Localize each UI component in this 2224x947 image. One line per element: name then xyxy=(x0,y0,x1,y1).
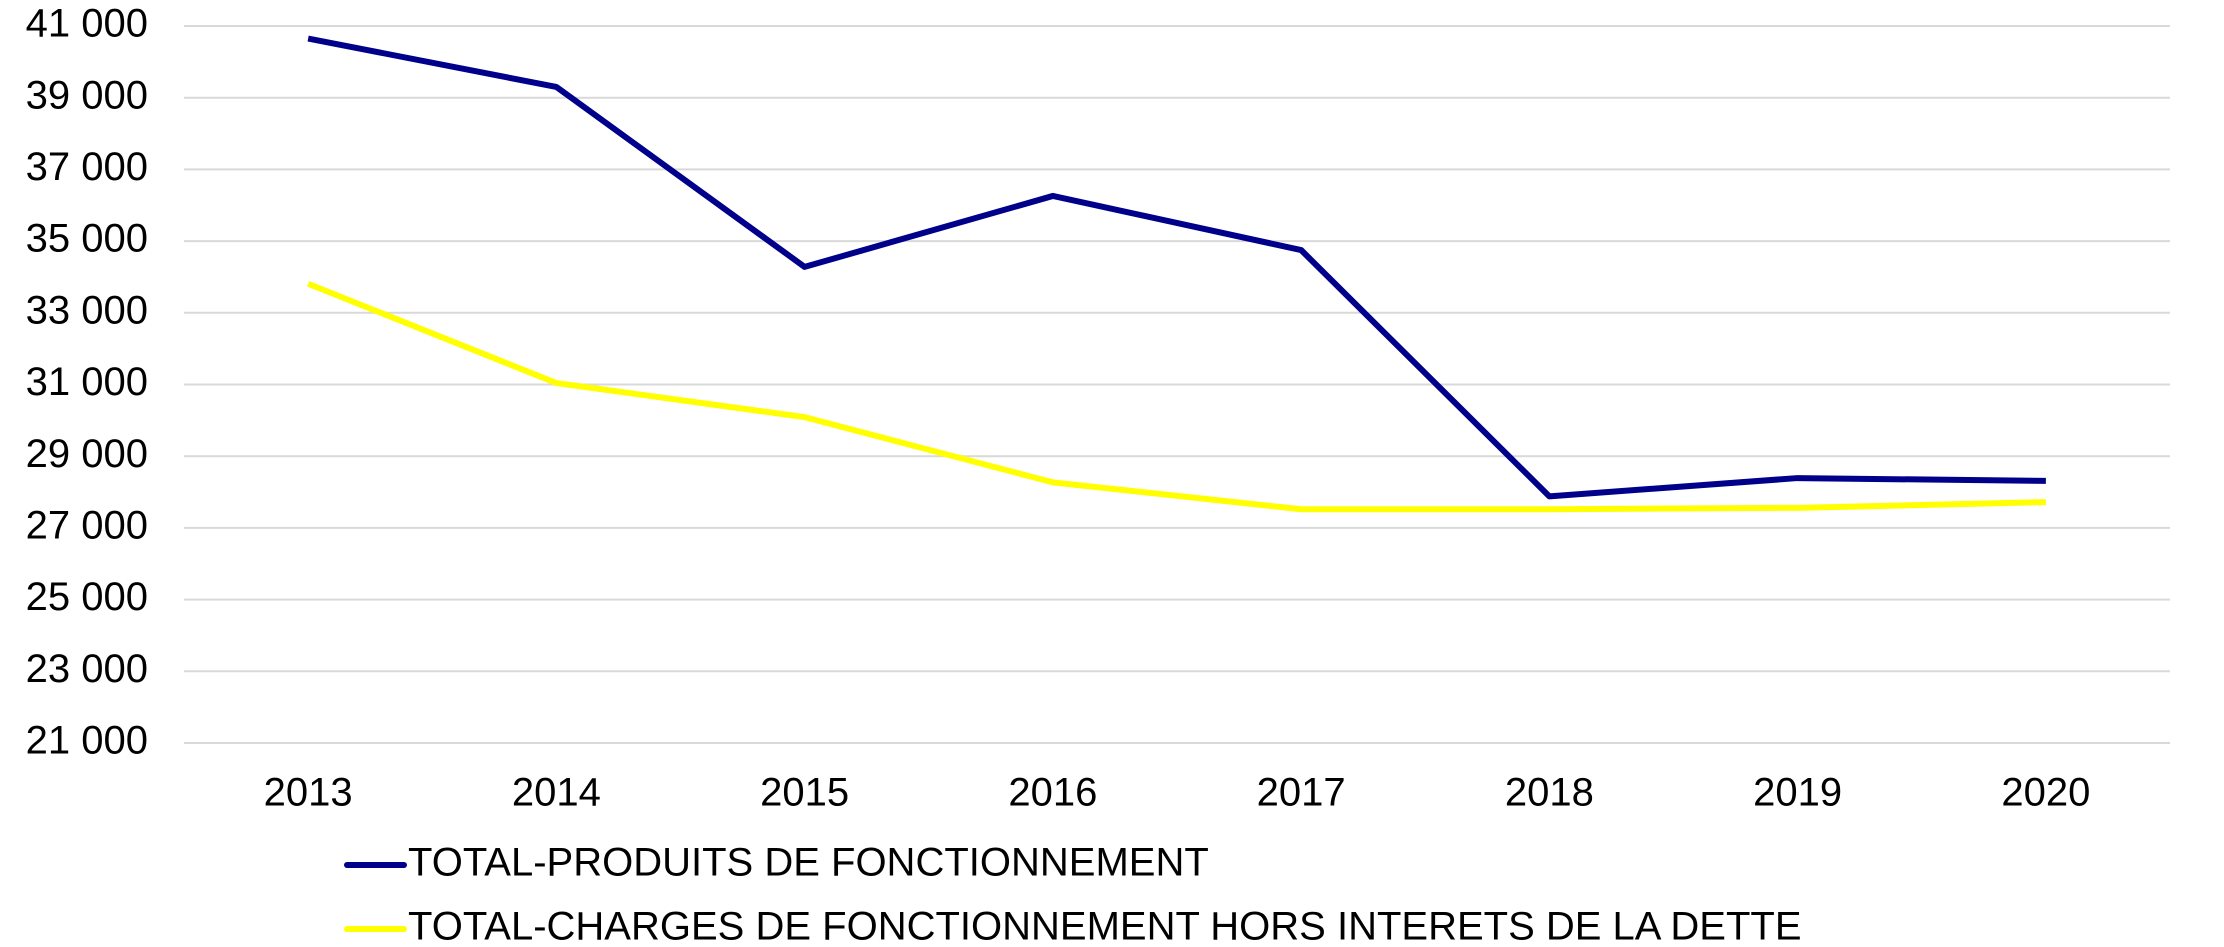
x-tick-label: 2020 xyxy=(2001,771,2090,815)
series-line xyxy=(307,35,2046,500)
y-tick-label: 33 000 xyxy=(26,288,148,332)
series-line xyxy=(307,280,2046,513)
x-tick-label: 2016 xyxy=(1008,771,1097,815)
legend-label: TOTAL-CHARGES DE FONCTIONNEMENT HORS INT… xyxy=(408,905,1802,947)
x-tick-label: 2018 xyxy=(1505,771,1594,815)
y-tick-label: 37 000 xyxy=(26,145,148,189)
y-tick-label: 35 000 xyxy=(26,217,148,261)
y-tick-label: 41 000 xyxy=(26,2,148,46)
y-tick-label: 25 000 xyxy=(26,575,148,619)
x-tick-label: 2013 xyxy=(264,771,353,815)
y-tick-label: 23 000 xyxy=(26,647,148,691)
y-tick-label: 21 000 xyxy=(26,719,148,763)
y-tick-label: 31 000 xyxy=(26,360,148,404)
x-tick-label: 2015 xyxy=(760,771,849,815)
x-tick-label: 2017 xyxy=(1257,771,1346,815)
y-tick-label: 29 000 xyxy=(26,432,148,476)
y-tick-label: 27 000 xyxy=(26,503,148,547)
x-tick-label: 2014 xyxy=(512,771,601,815)
y-tick-label: 39 000 xyxy=(26,73,148,117)
legend-label: TOTAL-PRODUITS DE FONCTIONNEMENT xyxy=(408,841,1209,885)
x-tick-label: 2019 xyxy=(1753,771,1842,815)
